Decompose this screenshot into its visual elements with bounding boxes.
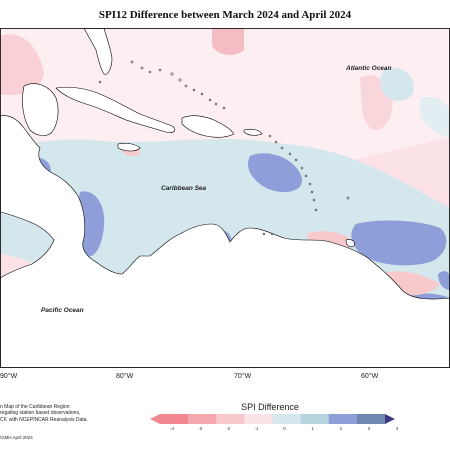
longitude-label-90w: 90°W	[0, 373, 18, 380]
atlantic-ocean-label: Atlantic Ocean	[345, 65, 392, 72]
land	[0, 28, 450, 368]
blue-patch-venezuela	[351, 220, 447, 266]
light-pink-area	[0, 28, 450, 168]
colorbar-segment	[272, 414, 301, 424]
legend-tick-label: -3	[198, 426, 203, 431]
trinidad	[345, 239, 355, 248]
colorbar-segment	[244, 414, 273, 424]
pink-patch-north	[212, 28, 244, 55]
puerto-rico	[243, 128, 263, 136]
legend-tick-label: 3	[367, 426, 371, 431]
jamaica	[117, 142, 141, 152]
credit-line: n Map of the Caribbean Region	[0, 404, 70, 410]
legend-tick-label: -4	[169, 426, 175, 431]
legend-tick-label: -2	[226, 426, 231, 431]
colorbar-segment	[300, 414, 330, 424]
map-title: SPI12 Difference between March 2024 and …	[98, 9, 352, 21]
pink-patch-west	[0, 34, 44, 96]
longitude-label-60w: 60°W	[361, 373, 379, 380]
colorbar-segment	[328, 414, 358, 424]
spi-difference-map: Atlantic Ocean Caribbean Sea Pacific Oce…	[0, 28, 450, 368]
legend-tick-label: 2	[339, 426, 343, 431]
copyright-text: CIMH April 2024	[0, 435, 33, 440]
yucatan	[22, 83, 59, 136]
spi-difference-colorbar	[150, 414, 395, 424]
mexico-central-america	[0, 115, 450, 368]
blue-patch-guiana-east	[438, 271, 450, 290]
colorbar-arrow-right	[385, 414, 395, 424]
cuba	[55, 86, 176, 133]
caribbean-sea-label: Caribbean Sea	[161, 185, 207, 192]
colorbar-segment	[188, 414, 217, 424]
hispaniola	[181, 115, 235, 138]
legend-tick-label: 1	[311, 426, 314, 431]
legend-tick-label: 0	[283, 426, 286, 431]
blue-patch-central	[247, 153, 303, 193]
legend-tick-label: -1	[254, 426, 259, 431]
credit-line: CF, with NCEP/NCAR Reanalysis Data.	[0, 416, 88, 423]
light-blue-atlantic	[380, 68, 414, 101]
colorbar-segment	[216, 414, 245, 424]
legend-tick-label: 4	[395, 426, 399, 431]
colorbar-arrow-left	[150, 414, 160, 424]
light-blue-north-atlantic	[420, 96, 450, 138]
florida	[83, 28, 113, 75]
small-islands	[98, 60, 350, 236]
colorbar-segment	[160, 414, 189, 424]
longitude-label-80w: 80°W	[116, 373, 134, 380]
longitude-label-70w: 70°W	[234, 373, 252, 380]
credit-line: regating station based observations,	[0, 410, 81, 417]
pacific-ocean-label: Pacific Ocean	[41, 307, 84, 314]
colorbar-segment	[356, 414, 386, 424]
legend-title: SPI Difference	[241, 402, 299, 412]
map-credits: n Map of the Caribbean Region regating s…	[0, 404, 150, 423]
